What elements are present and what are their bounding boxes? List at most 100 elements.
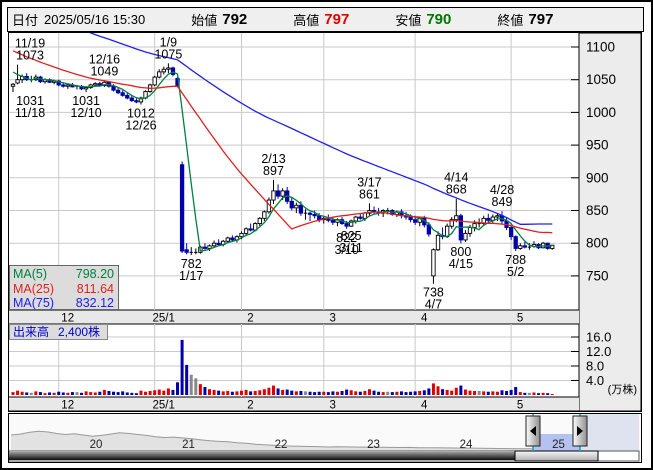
ma-legend-box: MA(5) 798.20 MA(25) 811.64 MA(75) 832.12 [9, 265, 119, 310]
ma5-value: 798.20 [75, 267, 114, 281]
svg-text:1000: 1000 [586, 105, 616, 120]
svg-text:25: 25 [552, 439, 565, 451]
svg-text:800: 800 [450, 245, 471, 259]
svg-text:750: 750 [586, 268, 609, 283]
volume-label-box: 出来高 2,400株 [9, 324, 108, 340]
svg-text:12: 12 [61, 313, 74, 325]
svg-text:22: 22 [275, 439, 288, 451]
svg-text:3/17: 3/17 [357, 175, 381, 189]
svg-text:850: 850 [586, 203, 609, 218]
nav-scrollbar-thumb[interactable] [514, 450, 599, 462]
svg-text:1049: 1049 [90, 64, 118, 78]
nav-line [10, 430, 582, 450]
ma5-label: MA(5) [13, 267, 48, 281]
date-label: 日付 [12, 13, 39, 28]
close-label: 終値 [497, 13, 524, 28]
svg-text:1/17: 1/17 [179, 269, 203, 283]
svg-text:868: 868 [446, 183, 467, 197]
svg-text:4.0: 4.0 [586, 373, 604, 388]
date-range-navigator[interactable]: 20 21 22 23 24 25 [8, 413, 642, 463]
svg-text:12/26: 12/26 [125, 119, 156, 133]
svg-text:788: 788 [505, 253, 526, 267]
navigator-canvas[interactable]: 20 21 22 23 24 25 [8, 414, 641, 462]
svg-text:3: 3 [330, 400, 336, 412]
volume-bars [11, 339, 554, 395]
nav-scrollbar-fill [9, 452, 516, 460]
close-value: 797 [528, 11, 554, 28]
svg-text:950: 950 [586, 138, 609, 153]
svg-text:5: 5 [517, 313, 523, 325]
svg-text:11/19: 11/19 [15, 37, 45, 51]
svg-text:1031: 1031 [72, 94, 100, 108]
svg-text:897: 897 [263, 164, 284, 178]
low-value: 790 [426, 11, 452, 28]
svg-text:738: 738 [423, 286, 444, 300]
price-volume-chart[interactable]: 1100 1050 1000 950 900 850 800 750 16.0 12.0 8.0 4.… [8, 32, 642, 412]
svg-text:800: 800 [586, 236, 609, 251]
volume-value: 2,400株 [58, 325, 101, 339]
price-gridlines: 1100 1050 1000 950 900 850 800 750 16.012.08.04.… [9, 33, 616, 397]
ma75-legend-row: MA(75) 832.12 [13, 296, 114, 311]
svg-text:4/28: 4/28 [490, 183, 514, 197]
quote-header-bar: 日付 2025/05/16 15:30 始値 792 高値 797 安値 790… [7, 7, 644, 32]
low-label: 安値 [395, 13, 422, 28]
svg-text:849: 849 [492, 195, 513, 209]
svg-text:20: 20 [90, 439, 103, 451]
svg-text:12/16: 12/16 [89, 52, 120, 66]
svg-text:1073: 1073 [16, 49, 44, 63]
svg-text:1100: 1100 [586, 40, 615, 55]
svg-text:2: 2 [247, 400, 253, 412]
candlestick-chart-canvas[interactable]: 1100 1050 1000 950 900 850 800 750 16.012.08.04.… [9, 33, 641, 411]
svg-text:12.0: 12.0 [586, 344, 611, 359]
svg-text:3/11: 3/11 [339, 241, 362, 255]
date-value: 2025/05/16 15:30 [44, 12, 146, 27]
ma75-line [89, 33, 553, 225]
svg-text:11/18: 11/18 [15, 106, 45, 120]
svg-text:25/1: 25/1 [152, 400, 174, 412]
svg-text:1031: 1031 [16, 94, 44, 108]
svg-text:4: 4 [421, 313, 428, 325]
svg-text:12: 12 [61, 400, 74, 412]
nav-selection[interactable] [533, 434, 580, 451]
svg-text:4/14: 4/14 [444, 171, 468, 185]
high-value: 797 [324, 11, 350, 28]
ma25-label: MA(25) [13, 281, 54, 296]
svg-text:1050: 1050 [586, 72, 616, 87]
svg-text:24: 24 [460, 439, 473, 451]
svg-text:8.0: 8.0 [586, 359, 604, 374]
svg-text:1012: 1012 [127, 107, 155, 121]
svg-text:12/10: 12/10 [70, 106, 101, 120]
svg-text:861: 861 [359, 187, 380, 201]
svg-text:4/7: 4/7 [425, 298, 442, 312]
left-arrow-icon [530, 426, 536, 436]
svg-text:3/10: 3/10 [334, 243, 358, 257]
ma75-value: 832.12 [75, 296, 114, 310]
nav-right-handle[interactable] [572, 415, 588, 447]
svg-text:23: 23 [367, 439, 380, 451]
svg-text:2/13: 2/13 [261, 152, 285, 166]
ma25-legend-row: MA(25) 811.64 [13, 282, 114, 297]
svg-text:822: 822 [336, 231, 357, 245]
open-value: 792 [222, 11, 248, 28]
svg-text:4: 4 [421, 400, 428, 412]
svg-text:5/2: 5/2 [507, 265, 524, 279]
svg-text:782: 782 [181, 257, 202, 271]
svg-text:1075: 1075 [154, 47, 182, 61]
ma5-legend-row: MA(5) 798.20 [13, 267, 114, 282]
svg-text:2: 2 [247, 313, 253, 325]
svg-text:1/9: 1/9 [160, 35, 177, 49]
right-arrow-icon [577, 426, 583, 436]
svg-text:3: 3 [330, 313, 336, 325]
svg-text:16.0: 16.0 [586, 330, 611, 345]
volume-unit: (万株) [608, 382, 637, 396]
ma75-label: MA(75) [13, 296, 54, 310]
ma25-line [12, 50, 553, 234]
ma5-line [12, 71, 553, 252]
volume-title: 出来高 [13, 325, 50, 339]
svg-text:900: 900 [586, 170, 609, 185]
nav-left-handle[interactable] [525, 415, 541, 447]
nav-area [11, 431, 581, 451]
svg-text:21: 21 [182, 439, 195, 451]
